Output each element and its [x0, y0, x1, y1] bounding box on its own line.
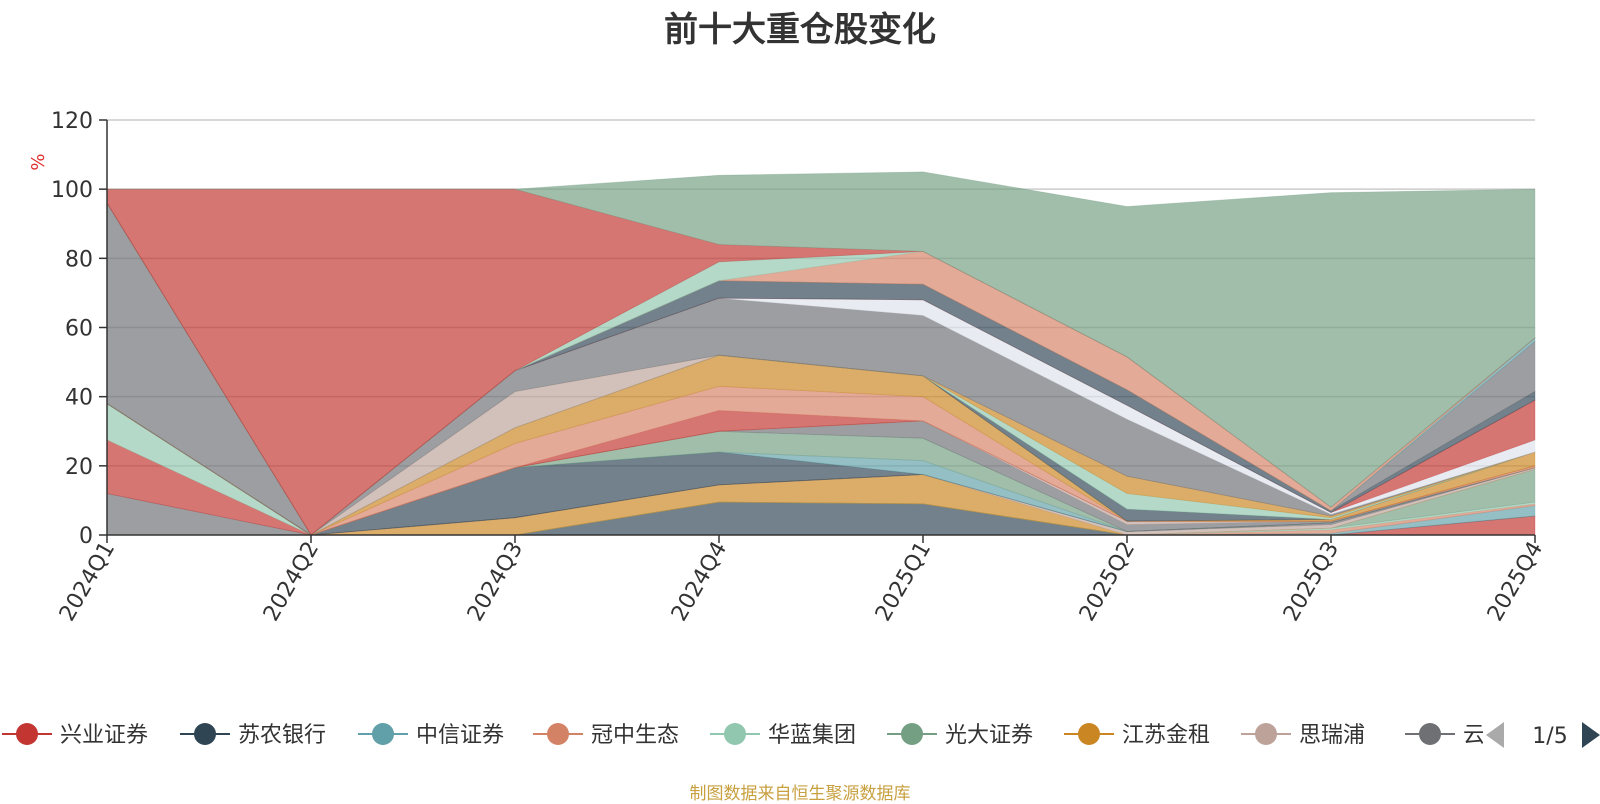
- x-tick-label: 2025Q2: [1075, 538, 1140, 626]
- legend-item-label: 兴业证券: [60, 723, 148, 748]
- y-tick-label: 100: [51, 178, 93, 203]
- legend-item[interactable]: 光大证券: [887, 723, 1033, 748]
- legend-swatch-marker: [547, 723, 569, 745]
- legend-item[interactable]: 云: [1405, 723, 1485, 748]
- legend-item[interactable]: 江苏金租: [1064, 723, 1210, 748]
- legend-swatch-marker: [194, 723, 216, 745]
- legend-item-label: 光大证券: [945, 723, 1033, 748]
- y-tick-label: 0: [79, 524, 93, 549]
- area-series-32: [106, 188, 1536, 536]
- area-series-layer: [106, 171, 1536, 536]
- legend-item-label: 江苏金租: [1122, 723, 1210, 748]
- x-tick-label: 2025Q1: [871, 538, 936, 626]
- x-tick-label: 2024Q2: [259, 538, 324, 626]
- legend-swatch-marker: [1078, 723, 1100, 745]
- legend-swatch-marker: [1419, 723, 1441, 745]
- x-tick-label: 2024Q3: [463, 538, 528, 626]
- y-tick-label: 20: [65, 455, 93, 480]
- x-tick-label: 2025Q4: [1483, 538, 1548, 626]
- legend-item-label: 苏农银行: [238, 723, 326, 748]
- y-axis-label: %: [28, 153, 49, 170]
- legend-item[interactable]: 华蓝集团: [710, 723, 856, 748]
- chart-title: 前十大重仓股变化: [664, 10, 936, 50]
- x-tick-label: 2024Q1: [55, 538, 120, 626]
- legend-item[interactable]: 苏农银行: [180, 723, 326, 748]
- data-source-note: 制图数据来自恒生聚源数据库: [689, 784, 911, 804]
- legend-swatch-marker: [1255, 723, 1277, 745]
- legend-item-label: 中信证券: [416, 723, 504, 748]
- y-tick-label: 80: [65, 247, 93, 272]
- legend-swatch-marker: [901, 723, 923, 745]
- legend-item-label: 思瑞浦: [1299, 723, 1365, 748]
- legend-item-label: 华蓝集团: [768, 723, 856, 748]
- legend-items: 兴业证券 苏农银行 中信证券 冠中生态 华蓝集团 光大证券 江苏金租 思瑞浦 云: [2, 723, 1485, 748]
- legend-page-indicator: 1/5: [1532, 724, 1567, 749]
- y-tick-label: 120: [51, 109, 93, 134]
- area-series-16: [106, 403, 1536, 536]
- legend-item-label: 冠中生态: [591, 723, 679, 748]
- legend-item[interactable]: 兴业证券: [2, 723, 148, 748]
- legend-swatch-marker: [372, 723, 394, 745]
- x-tick-label: 2024Q4: [667, 538, 732, 626]
- legend-item-label: 云: [1463, 723, 1485, 748]
- legend-item[interactable]: 冠中生态: [533, 723, 679, 748]
- triangle-right-icon[interactable]: [1582, 722, 1600, 748]
- legend-swatch-marker: [16, 723, 38, 745]
- y-tick-label: 40: [65, 386, 93, 411]
- area-series-33: [107, 171, 1536, 508]
- legend: 兴业证券 苏农银行 中信证券 冠中生态 华蓝集团 光大证券 江苏金租 思瑞浦 云 1/5: [2, 722, 1600, 749]
- x-tick-label: 2025Q3: [1279, 538, 1344, 626]
- legend-swatch-marker: [724, 723, 746, 745]
- legend-item[interactable]: 思瑞浦: [1241, 723, 1365, 748]
- legend-item[interactable]: 中信证券: [358, 723, 504, 748]
- y-tick-label: 60: [65, 317, 93, 342]
- triangle-left-icon[interactable]: [1486, 722, 1504, 748]
